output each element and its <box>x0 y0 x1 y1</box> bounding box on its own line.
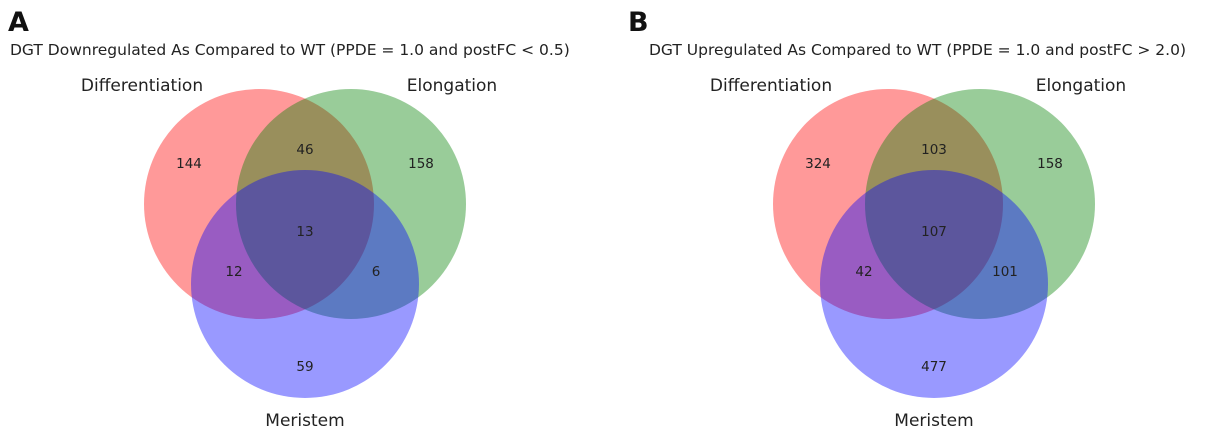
panel-b-differentiation-circle <box>773 89 1003 319</box>
panel-b-meristem-label: Meristem <box>894 411 973 429</box>
panel-a: A DGT Downregulated As Compared to WT (P… <box>8 7 570 429</box>
panel-b-count-elongation-only: 158 <box>1037 156 1063 172</box>
panel-b-count-all-three: 107 <box>921 224 947 240</box>
panel-a-count-elongation-only: 158 <box>408 156 434 172</box>
panel-a-meristem-circle <box>191 170 419 398</box>
panel-a-elongation-circle <box>236 89 466 319</box>
panel-b-meristem-circle <box>820 170 1048 398</box>
panel-b-differentiation-label: Differentiation <box>710 76 832 96</box>
panel-b-count-elongation-meristem: 101 <box>992 264 1018 280</box>
panel-a-count-elongation-meristem: 6 <box>372 264 381 280</box>
panel-a-count-meristem-only: 59 <box>296 359 313 375</box>
panel-b-title: DGT Upregulated As Compared to WT (PPDE … <box>649 41 1186 59</box>
panel-a-differentiation-circle <box>144 89 374 319</box>
panel-a-count-differentiation-elongation: 46 <box>296 142 313 158</box>
panel-b-count-meristem-only: 477 <box>921 359 947 375</box>
panel-a-elongation-label: Elongation <box>407 76 497 96</box>
panel-b-elongation-label: Elongation <box>1036 76 1126 96</box>
panel-a-count-differentiation-only: 144 <box>176 156 202 172</box>
panel-b-count-differentiation-meristem: 42 <box>855 264 872 280</box>
panel-a-title: DGT Downregulated As Compared to WT (PPD… <box>10 41 570 59</box>
panel-a-letter: A <box>8 7 29 38</box>
panel-b-count-differentiation-only: 324 <box>805 156 831 172</box>
panel-b-letter: B <box>628 7 649 38</box>
panel-b-elongation-circle <box>865 89 1095 319</box>
panel-a-differentiation-label: Differentiation <box>81 76 203 96</box>
panel-a-count-differentiation-meristem: 12 <box>225 264 242 280</box>
panel-a-count-all-three: 13 <box>296 224 313 240</box>
panel-b: B DGT Upregulated As Compared to WT (PPD… <box>628 7 1186 429</box>
panel-b-count-differentiation-elongation: 103 <box>921 142 947 158</box>
panel-a-meristem-label: Meristem <box>265 411 344 429</box>
